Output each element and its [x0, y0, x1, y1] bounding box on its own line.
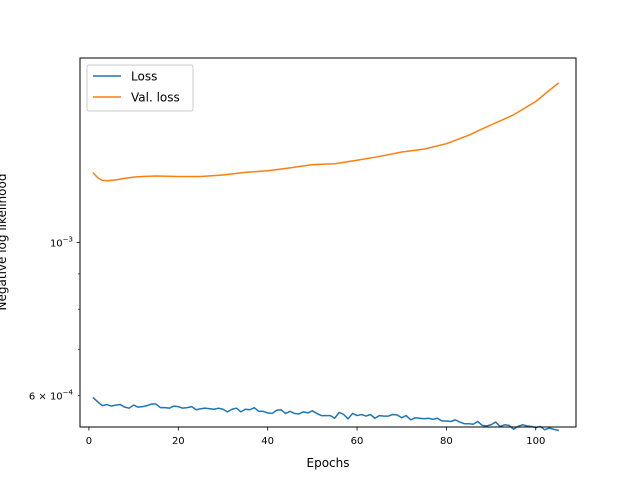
- legend-label-val-loss: Val. loss: [131, 91, 180, 105]
- x-tick-label: 100: [526, 436, 545, 447]
- y-tick-label: 6 × 10−4: [29, 388, 74, 402]
- y-axis: 10−3 6 × 10−4: [29, 235, 80, 402]
- x-tick-label: 20: [172, 436, 185, 447]
- x-tick-label: 60: [351, 436, 364, 447]
- series-layer: [92, 82, 560, 432]
- y-tick-label: 10−3: [50, 235, 73, 249]
- x-axis-label: Epochs: [307, 456, 350, 470]
- x-tick-label: 40: [261, 436, 274, 447]
- legend-label-loss: Loss: [131, 70, 157, 84]
- y-axis-label: Negative log likelihood: [0, 174, 9, 311]
- x-tick-label: 0: [86, 436, 92, 447]
- series-line-val-loss: [92, 82, 560, 182]
- series-line-loss: [92, 396, 560, 432]
- legend: Loss Val. loss: [86, 64, 194, 112]
- x-axis: 0 20 40 60 80 100: [86, 427, 545, 447]
- x-tick-label: 80: [440, 436, 453, 447]
